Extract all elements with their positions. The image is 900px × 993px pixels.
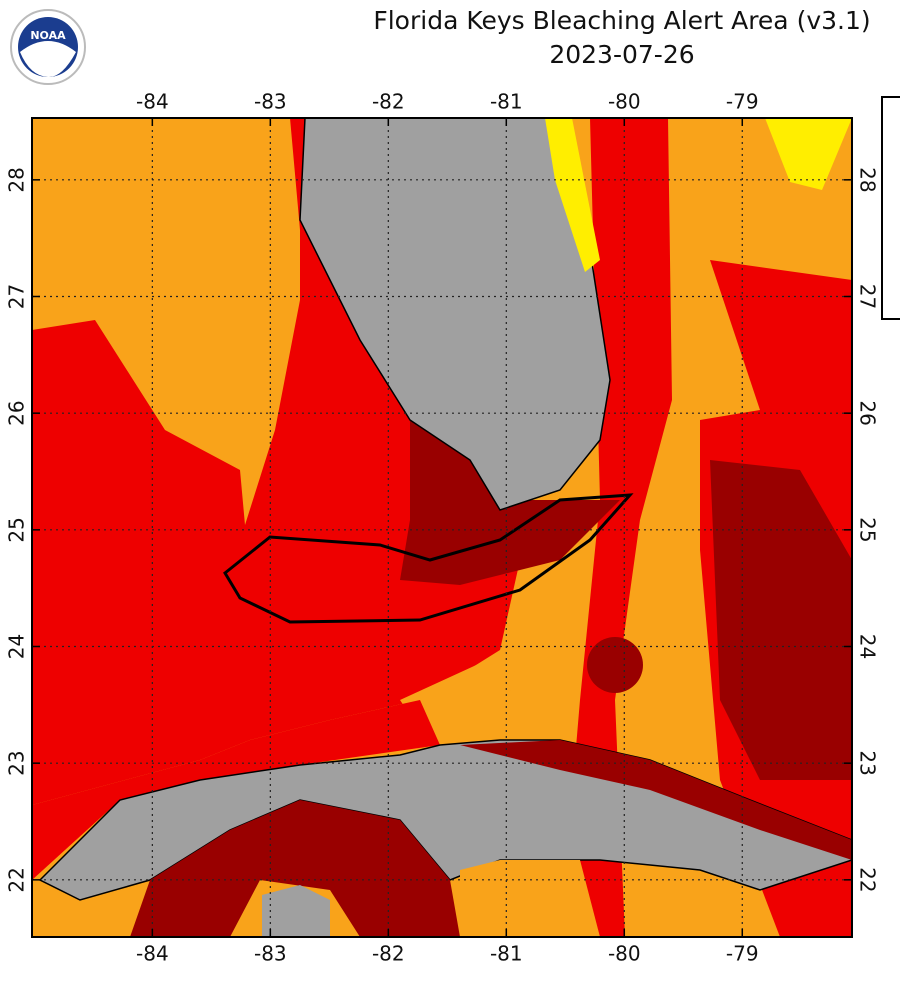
x-tick-label: -79 xyxy=(726,90,759,114)
y-tick-label: 24 xyxy=(856,634,880,659)
y-tick-label: 26 xyxy=(856,400,880,425)
map-date: 2023-07-26 xyxy=(549,40,694,69)
x-tick-label: -83 xyxy=(254,942,287,966)
logo-text: NOAA xyxy=(30,29,66,42)
x-tick-label: -84 xyxy=(136,942,169,966)
tick-labels: -84 -84 -83 -83 -82 -82 -81 -81 -80 -80 -79 -79 22 22… xyxy=(5,90,880,966)
y-tick-label: 23 xyxy=(5,750,29,775)
y-tick-label: 28 xyxy=(856,167,880,192)
noaa-logo: NOAA xyxy=(10,9,86,85)
y-tick-label: 25 xyxy=(5,517,29,542)
map-area xyxy=(32,118,852,937)
x-tick-label: -82 xyxy=(372,90,405,114)
y-tick-label: 27 xyxy=(5,284,29,309)
y-tick-label: 27 xyxy=(856,284,880,309)
y-tick-label: 22 xyxy=(856,867,880,892)
map-frame xyxy=(31,117,853,938)
y-tick-label: 25 xyxy=(856,517,880,542)
y-tick-label: 26 xyxy=(5,400,29,425)
y-tick-label: 24 xyxy=(5,634,29,659)
x-tick-label: -83 xyxy=(254,90,287,114)
y-tick-label: 23 xyxy=(856,750,880,775)
map-title: Florida Keys Bleaching Alert Area (v3.1) xyxy=(373,6,870,35)
legend-box xyxy=(881,96,900,320)
x-tick-label: -84 xyxy=(136,90,169,114)
y-tick-label: 22 xyxy=(5,867,29,892)
x-tick-label: -79 xyxy=(726,942,759,966)
x-tick-label: -82 xyxy=(372,942,405,966)
x-tick-label: -81 xyxy=(490,942,523,966)
x-tick-label: -80 xyxy=(608,942,641,966)
grid xyxy=(32,118,852,937)
x-tick-label: -81 xyxy=(490,90,523,114)
x-tick-label: -80 xyxy=(608,90,641,114)
y-tick-label: 28 xyxy=(5,167,29,192)
